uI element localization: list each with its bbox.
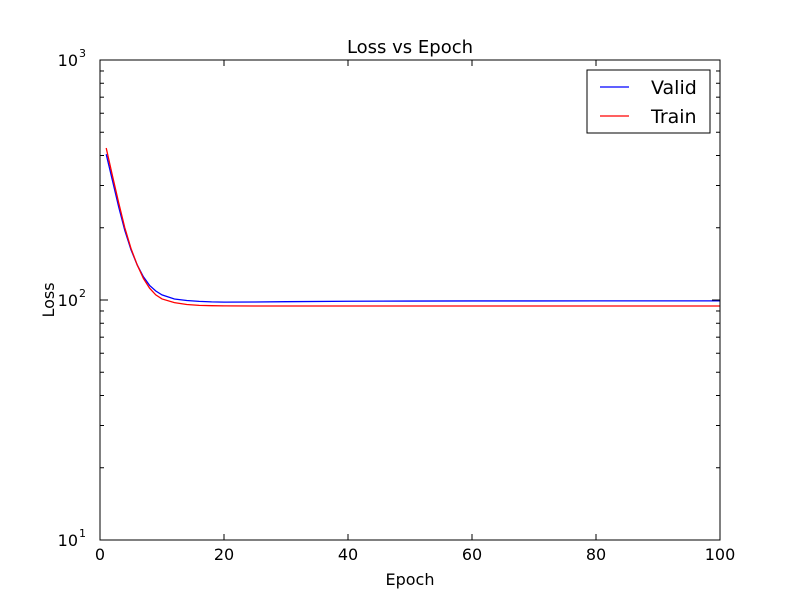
chart-title: Loss vs Epoch [347,37,473,58]
y-tick-exponent: 3 [79,47,86,60]
y-tick-label: 10 [58,51,78,70]
legend-box [586,69,711,134]
legend: Valid Train [586,69,711,134]
x-tick-label: 60 [462,545,482,564]
legend-label-valid: Valid [651,77,697,99]
y-axis-label: Loss [39,282,58,317]
plot-lines [105,147,720,307]
plot-frame [99,59,721,541]
x-tick-label: 100 [705,545,736,564]
y-tick-label: 10 [58,531,78,550]
y-tick-exponent: 2 [79,287,86,300]
x-axis-label: Epoch [386,570,435,589]
x-tick-label: 80 [586,545,606,564]
x-tick-label: 40 [338,545,358,564]
series-line-valid [105,154,720,303]
y-tick-exponent: 1 [79,527,86,540]
y-tick-label: 10 [58,291,78,310]
x-tick-label: 0 [95,545,105,564]
x-tick-label: 20 [214,545,234,564]
legend-label-train: Train [650,106,697,128]
series-line-train [105,147,720,307]
